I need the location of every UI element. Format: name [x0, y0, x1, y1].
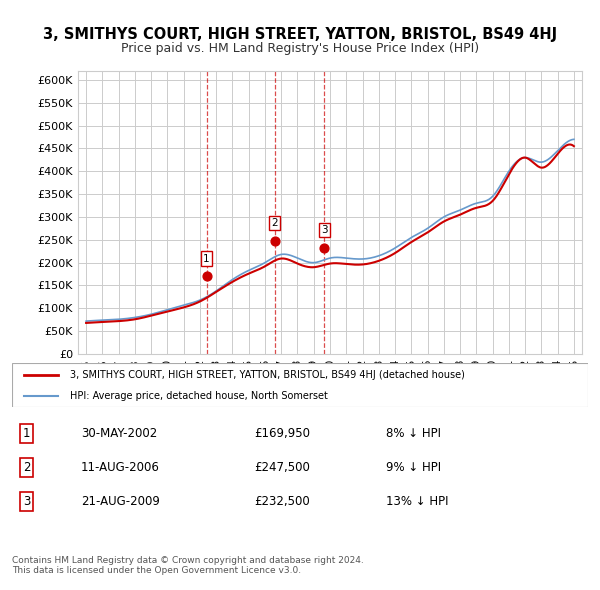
FancyBboxPatch shape — [12, 363, 588, 407]
Text: HPI: Average price, detached house, North Somerset: HPI: Average price, detached house, Nort… — [70, 391, 328, 401]
Text: 1: 1 — [203, 254, 210, 264]
Point — [202, 271, 211, 281]
Text: Contains HM Land Registry data © Crown copyright and database right 2024.
This d: Contains HM Land Registry data © Crown c… — [12, 556, 364, 575]
Text: 8% ↓ HPI: 8% ↓ HPI — [386, 427, 442, 440]
Text: 9% ↓ HPI: 9% ↓ HPI — [386, 461, 442, 474]
Text: 3: 3 — [321, 225, 328, 235]
Text: 2: 2 — [23, 461, 30, 474]
Point — [319, 243, 329, 253]
Text: £247,500: £247,500 — [254, 461, 310, 474]
Text: £232,500: £232,500 — [254, 495, 310, 508]
Text: 13% ↓ HPI: 13% ↓ HPI — [386, 495, 449, 508]
Text: 30-MAY-2002: 30-MAY-2002 — [81, 427, 157, 440]
Text: 3, SMITHYS COURT, HIGH STREET, YATTON, BRISTOL, BS49 4HJ (detached house): 3, SMITHYS COURT, HIGH STREET, YATTON, B… — [70, 371, 464, 380]
Text: 3: 3 — [23, 495, 30, 508]
Text: 1: 1 — [23, 427, 30, 440]
Text: £169,950: £169,950 — [254, 427, 310, 440]
Point — [270, 236, 280, 245]
Text: 21-AUG-2009: 21-AUG-2009 — [81, 495, 160, 508]
Text: 11-AUG-2006: 11-AUG-2006 — [81, 461, 160, 474]
Text: 2: 2 — [272, 218, 278, 228]
Text: 3, SMITHYS COURT, HIGH STREET, YATTON, BRISTOL, BS49 4HJ: 3, SMITHYS COURT, HIGH STREET, YATTON, B… — [43, 27, 557, 41]
Text: Price paid vs. HM Land Registry's House Price Index (HPI): Price paid vs. HM Land Registry's House … — [121, 42, 479, 55]
